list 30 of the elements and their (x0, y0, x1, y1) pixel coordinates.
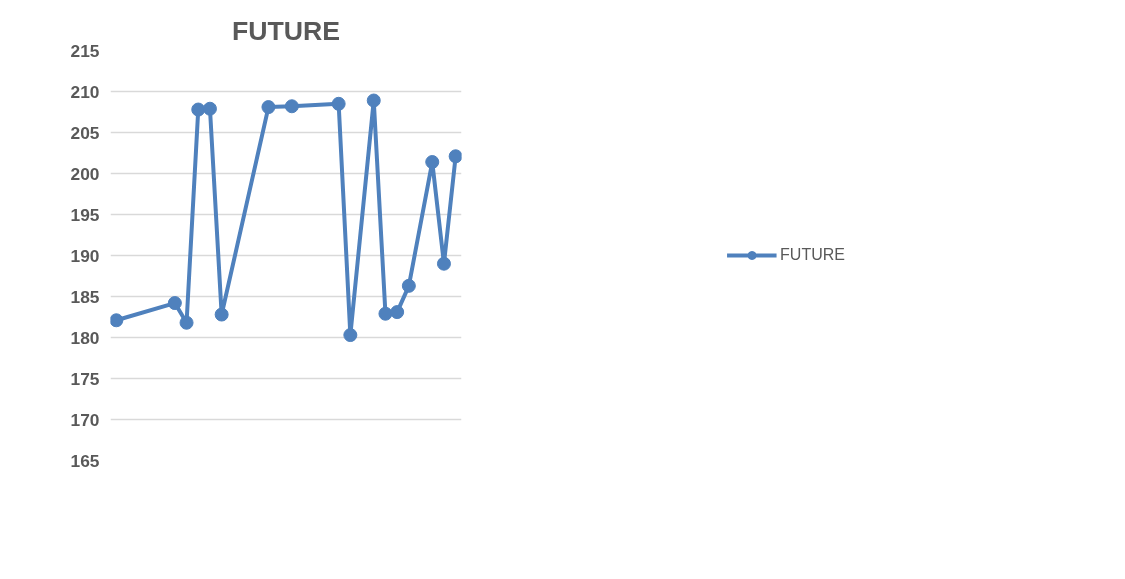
point (261, 100, 276, 115)
y-tick-label: 185 (70, 286, 100, 307)
point (401, 278, 416, 293)
point (331, 96, 346, 111)
point (378, 306, 393, 321)
chart-title: FUTURE (231, 15, 341, 46)
y-tick-label: 215 (70, 40, 100, 61)
y-tick-label: 210 (70, 81, 100, 102)
y-tick-label: 190 (70, 245, 100, 266)
point (284, 99, 299, 114)
point (191, 102, 206, 117)
y-tick-label: 200 (70, 163, 100, 184)
point (425, 155, 440, 170)
point (202, 101, 217, 116)
point (214, 307, 229, 322)
point (343, 328, 358, 343)
y-tick-label: 170 (70, 409, 100, 430)
point (390, 305, 405, 320)
point (366, 93, 381, 108)
point (167, 296, 182, 311)
point (110, 313, 124, 328)
y-tick-label: 180 (70, 327, 100, 348)
y-tick-label: 205 (70, 122, 100, 143)
point (448, 149, 462, 164)
point (179, 315, 194, 330)
point (436, 256, 451, 271)
y-tick-label: 175 (70, 368, 100, 389)
y-tick-label: 165 (70, 450, 100, 471)
y-tick-label: 195 (70, 204, 100, 225)
legend-label: FUTURE (780, 246, 845, 264)
